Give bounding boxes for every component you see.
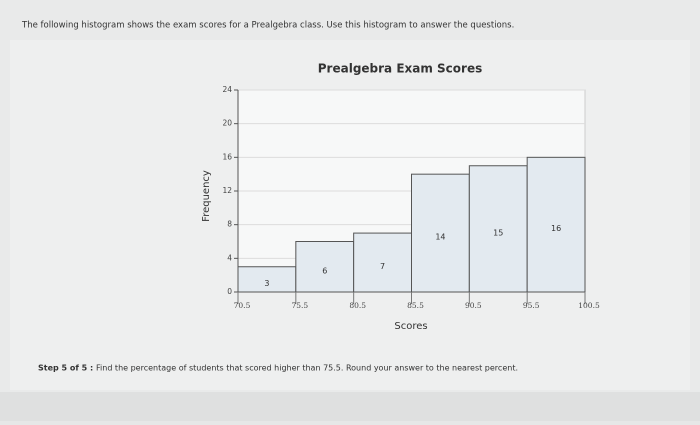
x-tick-label: 100.5: [578, 301, 600, 310]
bar: [468, 165, 528, 293]
value-label: 15: [493, 228, 503, 237]
bar: [526, 156, 586, 293]
y-tick-label: 20: [222, 119, 232, 128]
y-tick-label: 16: [222, 152, 232, 161]
value-label: 16: [551, 224, 561, 233]
x-axis-label: Scores: [394, 321, 427, 332]
y-tick-label: 24: [222, 85, 232, 94]
bar: [353, 232, 412, 293]
bar: [411, 173, 470, 293]
y-tick-label: 0: [227, 287, 232, 296]
instruction: The following histogram shows the exam s…: [21, 21, 514, 31]
y-axis-label: Frequency: [201, 170, 212, 222]
value-label: 3: [264, 279, 269, 288]
x-tick-label: 90.5: [465, 301, 482, 310]
chart-title: Prealgebra Exam Scores: [318, 62, 483, 76]
y-tick-label: 8: [227, 220, 232, 229]
x-tick-label: 80.5: [349, 301, 366, 310]
bar: [295, 241, 355, 293]
x-tick-label: 85.5: [407, 301, 424, 310]
step-label: Step 5 of 5 :: [38, 364, 93, 373]
y-tick-label: 4: [227, 253, 232, 262]
value-label: 7: [380, 262, 385, 271]
y-tick-label: 12: [222, 186, 232, 195]
value-label: 6: [322, 266, 327, 275]
x-tick-label: 70.5: [234, 301, 251, 310]
value-label: 14: [435, 233, 445, 242]
x-tick-label: 75.5: [291, 301, 308, 310]
histogram: 0 4 8 12 16 20 24 3 6 7 14 15 16 70.5 75.5 80.5 85.5 90.5…: [222, 85, 600, 310]
question: Find the percentage of students that sco…: [96, 364, 518, 373]
x-tick-label: 95.5: [523, 301, 540, 310]
footer-band: [0, 392, 700, 421]
